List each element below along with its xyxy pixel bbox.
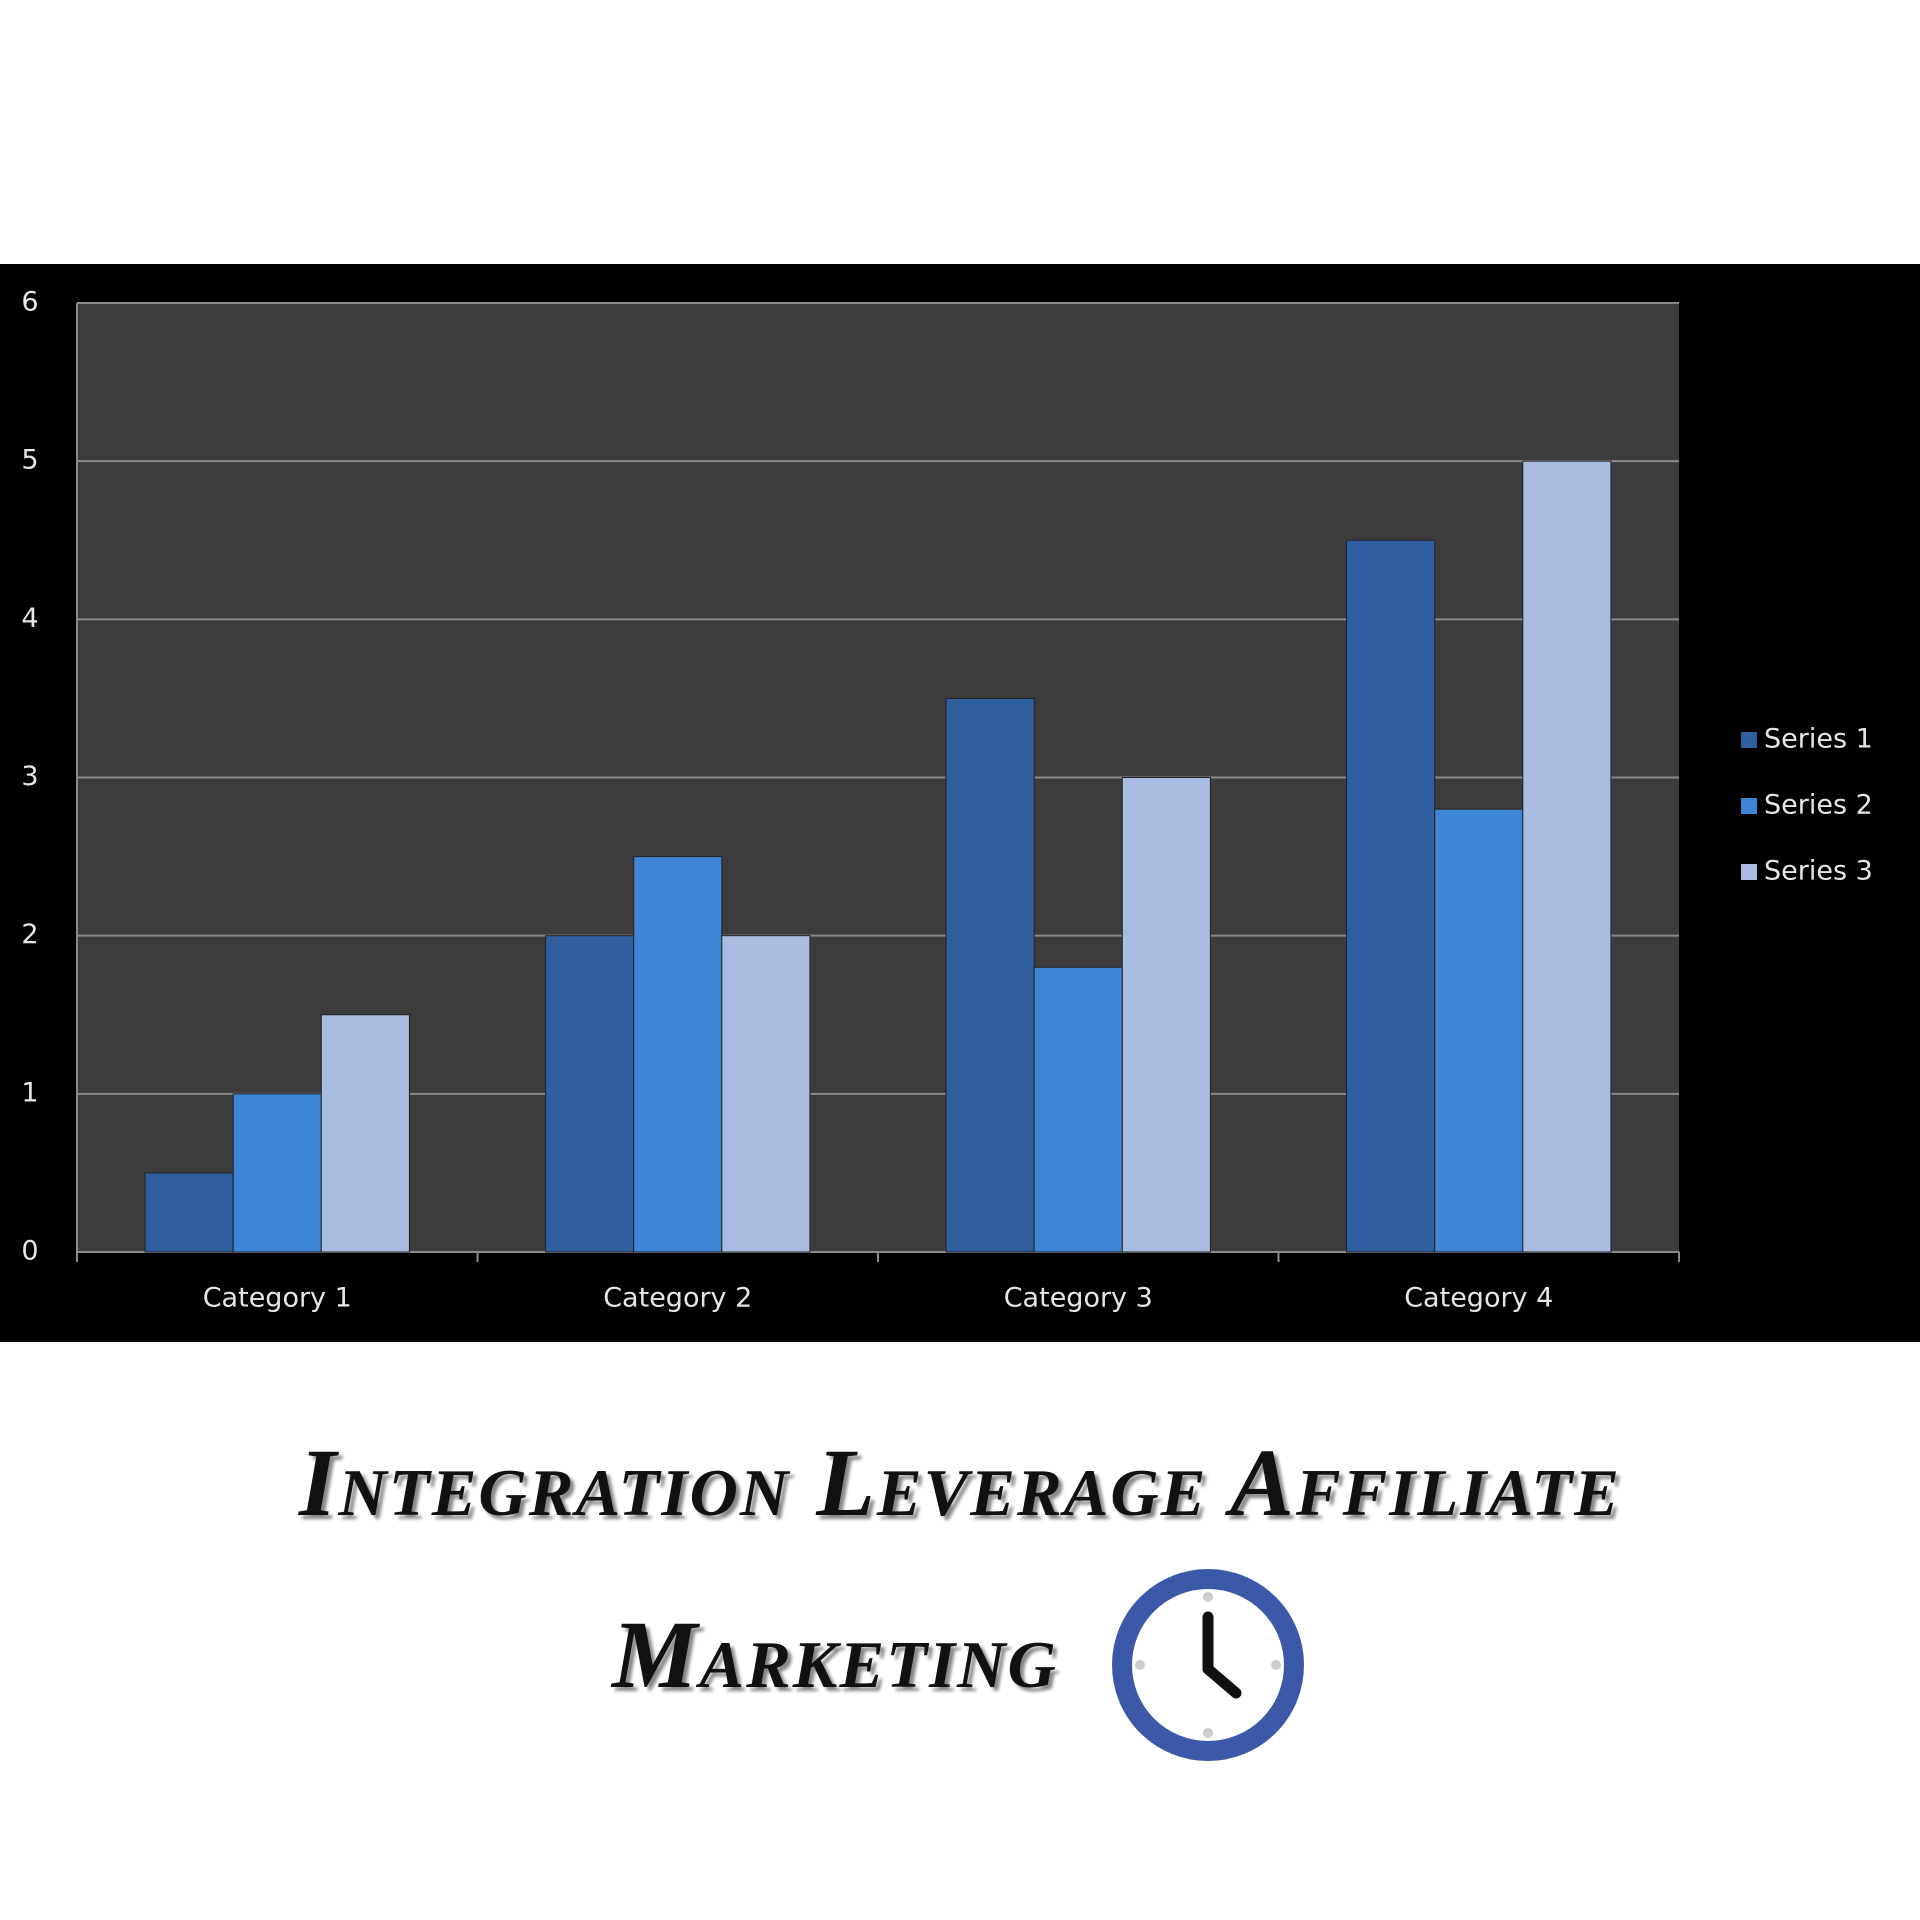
bar xyxy=(144,1172,234,1253)
y-tick-label: 4 xyxy=(21,603,38,634)
y-tick-label: 1 xyxy=(21,1077,38,1108)
y-tick-label: 0 xyxy=(21,1236,38,1267)
y-tick-label: 3 xyxy=(21,761,38,792)
y-tick-label: 2 xyxy=(21,919,38,950)
y-tick-label: 5 xyxy=(21,445,38,476)
bar xyxy=(232,1093,322,1253)
x-tick-label: Category 2 xyxy=(603,1283,752,1314)
bar xyxy=(721,935,811,1253)
x-tick-label: Category 3 xyxy=(1004,1283,1153,1314)
legend-swatch xyxy=(1741,798,1757,814)
bar xyxy=(1346,539,1436,1253)
chart: 0 1 2 3 4 5 6 Category 1 Category 2 Category 3 Cat… xyxy=(0,264,1920,1342)
bar xyxy=(633,856,723,1253)
bar xyxy=(320,1014,410,1253)
x-tick-label: Category 1 xyxy=(203,1283,352,1314)
bar xyxy=(945,697,1035,1253)
x-tick-label: Category 4 xyxy=(1404,1283,1553,1314)
title: Integration Leverage Affiliate Marketing xyxy=(80,1400,1840,1765)
legend-swatch xyxy=(1741,864,1757,880)
bar xyxy=(1434,808,1524,1253)
legend-label: Series 1 xyxy=(1764,724,1873,755)
bar xyxy=(545,935,635,1253)
bar xyxy=(1033,966,1123,1253)
bar xyxy=(1121,777,1211,1253)
legend-label: Series 2 xyxy=(1764,790,1873,821)
legend-label: Series 3 xyxy=(1764,856,1873,887)
y-tick-label: 6 xyxy=(21,287,38,318)
title-block: Integration Leverage Affiliate Marketing xyxy=(0,1400,1920,1765)
bar xyxy=(1522,460,1612,1253)
title-text: Integration Leverage Affiliate Marketing xyxy=(299,1429,1621,1709)
clock-icon xyxy=(1111,1569,1304,1761)
legend-swatch xyxy=(1741,732,1757,748)
